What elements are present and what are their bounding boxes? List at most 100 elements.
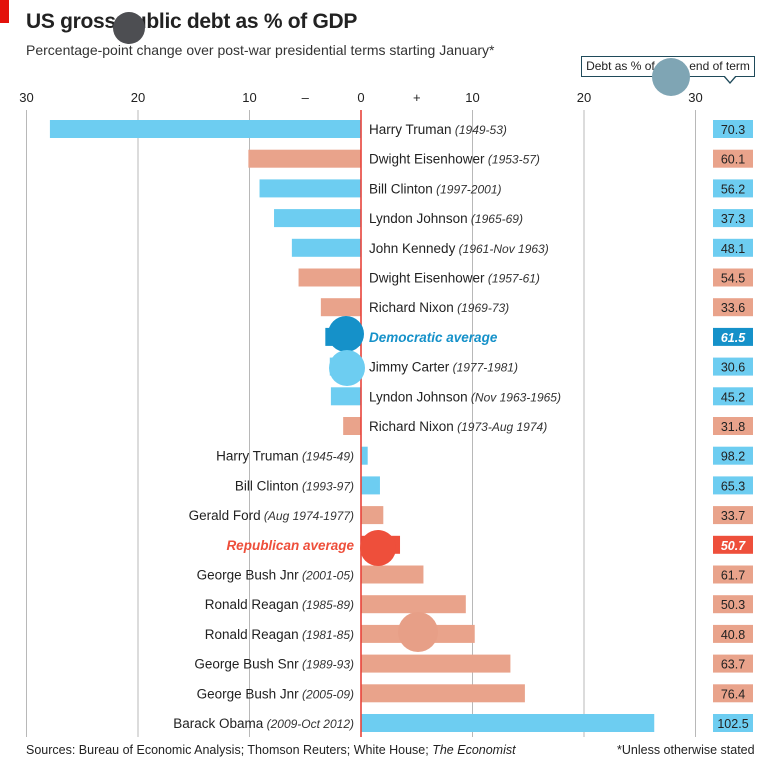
row-label: George Bush Jnr (2001-05) bbox=[197, 568, 354, 583]
debt-value: 56.2 bbox=[721, 182, 745, 196]
chart-title: US gross public debt as % of GDP bbox=[26, 10, 358, 33]
row-label: Ronald Reagan (1985-89) bbox=[205, 597, 354, 612]
redaction-blob bbox=[328, 316, 364, 352]
debt-cell bbox=[713, 565, 753, 584]
row-label: Bill Clinton (1997-2001) bbox=[369, 181, 502, 196]
bar bbox=[248, 149, 361, 168]
row-label: George Bush Jnr (2005-09) bbox=[197, 686, 354, 701]
debt-cell bbox=[713, 595, 753, 614]
bar bbox=[361, 684, 525, 703]
debt-cell bbox=[713, 209, 753, 228]
debt-value: 54.5 bbox=[721, 272, 745, 286]
debt-value: 61.7 bbox=[721, 569, 745, 583]
redaction-blob bbox=[360, 530, 396, 566]
debt-value: 63.7 bbox=[721, 658, 745, 672]
debt-value: 50.7 bbox=[721, 539, 746, 553]
redaction-blob bbox=[113, 12, 145, 44]
row-label: Democratic average bbox=[369, 330, 498, 345]
negative-sign-label: – bbox=[302, 90, 310, 105]
positive-sign-label: + bbox=[413, 90, 421, 105]
x-tick-label: 30 bbox=[688, 90, 702, 105]
debt-cell bbox=[713, 476, 753, 495]
bar bbox=[361, 506, 384, 525]
debt-value: 65.3 bbox=[721, 479, 745, 493]
row-label: Dwight Eisenhower (1957-61) bbox=[369, 271, 540, 286]
bar bbox=[361, 446, 368, 465]
row-label: Richard Nixon (1969-73) bbox=[369, 300, 509, 315]
sources-note: Sources: Bureau of Economic Analysis; Th… bbox=[26, 743, 516, 757]
debt-value: 31.8 bbox=[721, 420, 745, 434]
debt-column-header-pointer bbox=[723, 75, 737, 84]
debt-cell bbox=[713, 357, 753, 376]
row-label: Lyndon Johnson (Nov 1963-1965) bbox=[369, 389, 561, 404]
bar bbox=[361, 565, 424, 584]
bar bbox=[361, 595, 466, 614]
row-label: Lyndon Johnson (1965-69) bbox=[369, 211, 523, 226]
bar bbox=[320, 298, 361, 317]
debt-value: 33.6 bbox=[721, 301, 745, 315]
x-tick-label: 0 bbox=[357, 90, 364, 105]
debt-cell bbox=[713, 387, 753, 406]
bar bbox=[49, 120, 361, 138]
row-label: John Kennedy (1961-Nov 1963) bbox=[369, 241, 549, 256]
debt-cell bbox=[713, 446, 753, 465]
debt-value: 48.1 bbox=[721, 242, 745, 256]
bar bbox=[298, 268, 361, 287]
debt-cell bbox=[713, 149, 753, 168]
x-tick-label: 10 bbox=[242, 90, 256, 105]
debt-value: 40.8 bbox=[721, 628, 745, 642]
debt-value: 98.2 bbox=[721, 450, 745, 464]
row-label: Republican average bbox=[226, 538, 354, 553]
debt-cell bbox=[713, 298, 753, 317]
debt-cell bbox=[713, 327, 753, 346]
debt-cell bbox=[713, 417, 753, 435]
bar bbox=[330, 387, 361, 406]
row-label: Richard Nixon (1973-Aug 1974) bbox=[369, 419, 547, 434]
debt-value: 61.5 bbox=[721, 331, 746, 345]
debt-value: 30.6 bbox=[721, 361, 745, 375]
x-tick-label: 20 bbox=[131, 90, 145, 105]
x-tick-label: 20 bbox=[577, 90, 591, 105]
debt-cell bbox=[713, 714, 753, 732]
bar bbox=[361, 654, 511, 673]
x-tick-label: 30 bbox=[19, 90, 33, 105]
redaction-blob bbox=[329, 350, 365, 386]
debt-value: 37.3 bbox=[721, 212, 745, 226]
row-label: Bill Clinton (1993-97) bbox=[235, 478, 354, 493]
row-label: Barack Obama (2009-Oct 2012) bbox=[173, 716, 354, 731]
bar bbox=[274, 209, 361, 228]
bar bbox=[259, 179, 361, 198]
debt-value: 76.4 bbox=[721, 687, 745, 701]
redaction-blob bbox=[652, 58, 690, 96]
debt-value: 50.3 bbox=[721, 598, 745, 612]
row-label: Ronald Reagan (1981-85) bbox=[205, 627, 354, 642]
debt-cell bbox=[713, 684, 753, 703]
debt-cell bbox=[713, 120, 753, 138]
chart-subtitle: Percentage-point change over post-war pr… bbox=[26, 42, 495, 58]
debt-cell bbox=[713, 654, 753, 673]
debt-value: 70.3 bbox=[721, 123, 745, 137]
debt-cell bbox=[713, 238, 753, 257]
debt-value: 60.1 bbox=[721, 153, 745, 167]
row-label: Gerald Ford (Aug 1974-1977) bbox=[189, 508, 354, 523]
row-label: Harry Truman (1945-49) bbox=[216, 449, 354, 464]
debt-cell bbox=[713, 268, 753, 287]
bar bbox=[291, 238, 361, 257]
row-label: George Bush Snr (1989-93) bbox=[194, 657, 354, 672]
debt-value: 45.2 bbox=[721, 390, 745, 404]
debt-cell bbox=[713, 624, 753, 643]
row-label: Jimmy Carter (1977-1981) bbox=[369, 360, 518, 375]
debt-cell bbox=[713, 179, 753, 198]
bar bbox=[361, 476, 380, 495]
x-tick-label: 10 bbox=[465, 90, 479, 105]
debt-cell bbox=[713, 535, 753, 554]
redaction-blob bbox=[398, 612, 438, 652]
row-label: Dwight Eisenhower (1953-57) bbox=[369, 152, 540, 167]
footnote: *Unless otherwise stated bbox=[617, 743, 755, 757]
debt-value: 102.5 bbox=[717, 717, 748, 731]
bar bbox=[361, 714, 655, 732]
row-label: Harry Truman (1949-53) bbox=[369, 122, 507, 137]
bar bbox=[343, 417, 361, 435]
debt-cell bbox=[713, 506, 753, 525]
